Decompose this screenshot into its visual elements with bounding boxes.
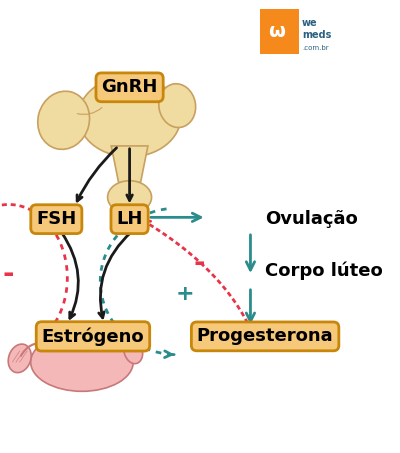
FancyBboxPatch shape [254, 5, 299, 59]
Text: +: + [175, 284, 194, 304]
Text: GnRH: GnRH [101, 78, 158, 96]
PathPatch shape [111, 146, 148, 183]
Ellipse shape [108, 181, 152, 214]
Ellipse shape [124, 338, 143, 364]
Text: FSH: FSH [36, 210, 76, 228]
Ellipse shape [159, 84, 196, 127]
Text: Ovulação: Ovulação [265, 210, 358, 228]
Text: Corpo lúteo: Corpo lúteo [265, 261, 383, 280]
Text: Estrógeno: Estrógeno [42, 327, 144, 346]
Text: -: - [3, 260, 14, 288]
Ellipse shape [31, 333, 133, 391]
Text: LH: LH [116, 210, 143, 228]
Text: ω: ω [268, 22, 285, 41]
Text: Progesterona: Progesterona [197, 328, 334, 345]
Text: .com.br: .com.br [302, 44, 329, 51]
Ellipse shape [78, 76, 181, 157]
Text: meds: meds [302, 30, 331, 40]
Text: we: we [302, 18, 318, 28]
Ellipse shape [8, 344, 31, 373]
Text: -: - [194, 249, 205, 277]
Ellipse shape [38, 91, 90, 149]
